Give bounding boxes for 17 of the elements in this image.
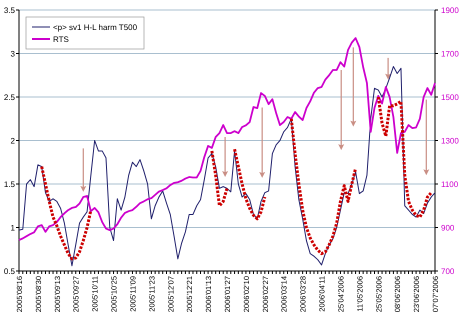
y2-tick-label: 700 bbox=[441, 266, 455, 276]
y-tick-label: 0.5 bbox=[4, 266, 16, 276]
y-tick-label: 1 bbox=[10, 223, 16, 232]
y-tick-label: 2 bbox=[10, 136, 16, 146]
y2-tick-label: 900 bbox=[441, 223, 455, 232]
y-tick-label: 2.5 bbox=[4, 92, 16, 102]
y2-tick-label: 1500 bbox=[441, 92, 460, 102]
y2-tick-label: 1900 bbox=[441, 6, 460, 15]
y2-tick-label: 1100 bbox=[441, 180, 459, 189]
y2-tick-label: 1700 bbox=[441, 49, 460, 58]
legend-label: <p> sv1 H-L harm T500 bbox=[53, 22, 138, 32]
legend-label: RTS bbox=[53, 34, 69, 44]
y2-tick-label: 1300 bbox=[441, 136, 460, 146]
y-tick-label: 1.5 bbox=[4, 180, 16, 189]
line-series bbox=[18, 37, 436, 242]
y-tick-label: 3 bbox=[10, 49, 16, 58]
y-tick-label: 3.5 bbox=[4, 6, 16, 15]
